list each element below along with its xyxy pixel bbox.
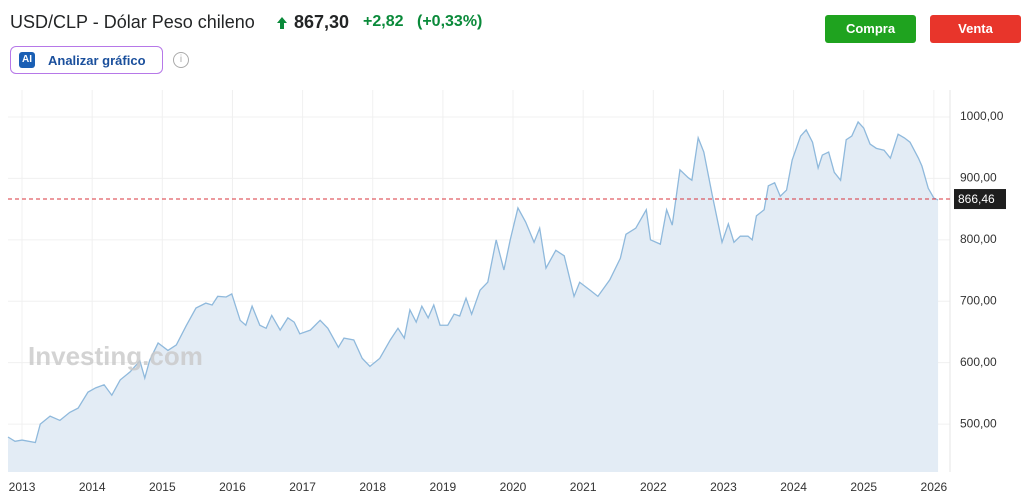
x-tick-label: 2025 bbox=[850, 480, 877, 494]
sell-button[interactable]: Venta bbox=[930, 15, 1021, 43]
price: 867,30 bbox=[294, 12, 350, 32]
y-tick-label: 900,00 bbox=[960, 171, 997, 185]
x-tick-label: 2013 bbox=[9, 480, 36, 494]
change: +2,82 bbox=[363, 13, 404, 30]
current-price-label: 866,46 bbox=[958, 192, 995, 206]
x-tick-label: 2020 bbox=[500, 480, 527, 494]
x-tick-label: 2026 bbox=[921, 480, 948, 494]
x-tick-label: 2022 bbox=[640, 480, 667, 494]
price-line bbox=[7, 120, 939, 444]
buy-button[interactable]: Compra bbox=[825, 15, 916, 43]
x-tick-label: 2017 bbox=[289, 480, 316, 494]
analyze-label: Analizar gráfico bbox=[48, 53, 146, 68]
info-icon[interactable]: i bbox=[173, 52, 189, 68]
x-tick-label: 2024 bbox=[780, 480, 807, 494]
watermark: Investing.com bbox=[28, 341, 203, 371]
title: USD/CLP - Dólar Peso chileno bbox=[10, 12, 255, 32]
analyze-button[interactable]: AI Analizar gráfico bbox=[10, 46, 163, 74]
ai-badge: AI bbox=[19, 52, 35, 68]
y-tick-label: 800,00 bbox=[960, 232, 997, 246]
x-tick-label: 2014 bbox=[79, 480, 106, 494]
x-tick-label: 2018 bbox=[359, 480, 386, 494]
y-tick-label: 500,00 bbox=[960, 416, 997, 430]
x-tick-label: 2019 bbox=[430, 480, 457, 494]
x-tick-label: 2016 bbox=[219, 480, 246, 494]
x-tick-label: 2023 bbox=[710, 480, 737, 494]
change-percent: (+0,33%) bbox=[417, 13, 483, 30]
up-arrow bbox=[277, 17, 287, 29]
y-tick-label: 600,00 bbox=[960, 355, 997, 369]
y-tick-label: 700,00 bbox=[960, 293, 997, 307]
area-fill bbox=[8, 121, 939, 472]
x-tick-label: 2021 bbox=[570, 480, 597, 494]
x-tick-label: 2015 bbox=[149, 480, 176, 494]
current-price-box bbox=[954, 189, 1006, 210]
y-tick-label: 1000,00 bbox=[960, 109, 1004, 123]
